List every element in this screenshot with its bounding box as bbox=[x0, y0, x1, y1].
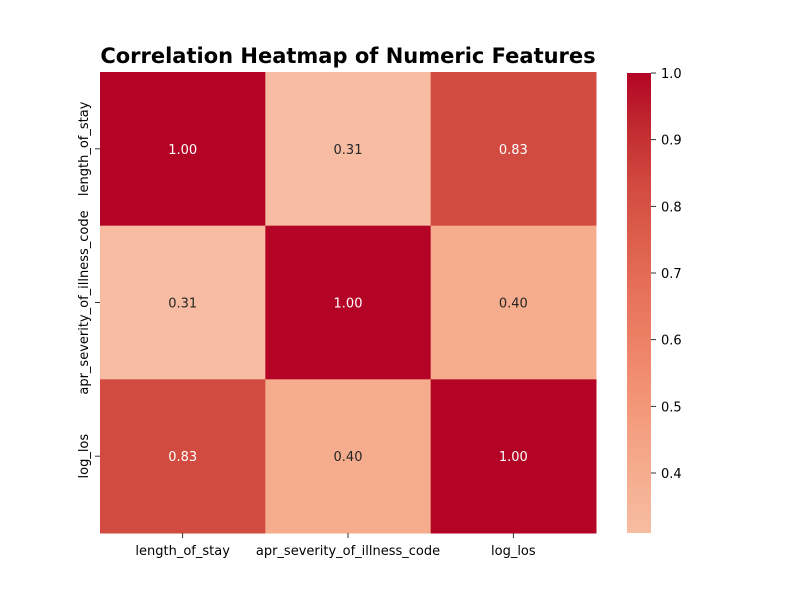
colorbar-tick-label: 1.0 bbox=[661, 67, 682, 82]
heatmap-cell bbox=[100, 72, 266, 227]
heatmap-cell bbox=[430, 379, 597, 534]
y-tick-label: log_los bbox=[77, 434, 92, 479]
x-tick-label: length_of_stay bbox=[135, 544, 230, 559]
cell-value-label: 0.40 bbox=[334, 450, 363, 465]
cell-value-label: 1.00 bbox=[499, 450, 528, 465]
y-axis: length_of_stay apr_severity_of_illness_co… bbox=[77, 101, 100, 478]
x-axis: length_of_stay apr_severity_of_illness_co… bbox=[135, 533, 536, 559]
heatmap-cell bbox=[265, 72, 432, 227]
heatmap-cells: 1.00 0.31 0.83 0.31 1.00 0.40 0.83 0.40 1.00 bbox=[100, 72, 597, 534]
y-tick-label: length_of_stay bbox=[77, 101, 92, 196]
colorbar-tick-label: 0.7 bbox=[661, 267, 682, 282]
cell-value-label: 1.00 bbox=[334, 297, 363, 312]
cell-value-label: 0.31 bbox=[334, 143, 363, 158]
x-tick-label: log_los bbox=[491, 544, 536, 559]
heatmap-cell bbox=[430, 225, 597, 380]
colorbar-gradient bbox=[627, 73, 651, 533]
heatmap-cell bbox=[265, 225, 432, 380]
heatmap-cell bbox=[100, 379, 266, 534]
y-tick-label: apr_severity_of_illness_code bbox=[77, 210, 92, 394]
cell-value-label: 1.00 bbox=[168, 143, 197, 158]
colorbar: 0.4 0.5 0.6 0.7 0.8 0.9 1.0 bbox=[627, 67, 682, 533]
cell-value-label: 0.83 bbox=[499, 143, 528, 158]
heatmap-cell bbox=[100, 225, 266, 380]
colorbar-tick-label: 0.4 bbox=[661, 467, 682, 482]
colorbar-ticks: 0.4 0.5 0.6 0.7 0.8 0.9 1.0 bbox=[651, 67, 682, 482]
colorbar-tick-label: 0.8 bbox=[661, 200, 682, 215]
colorbar-tick-label: 0.9 bbox=[661, 134, 682, 149]
chart-title: Correlation Heatmap of Numeric Features bbox=[100, 44, 595, 68]
cell-value-label: 0.31 bbox=[168, 297, 197, 312]
cell-value-label: 0.40 bbox=[499, 297, 528, 312]
heatmap-cell bbox=[265, 379, 432, 534]
colorbar-tick-label: 0.5 bbox=[661, 400, 682, 415]
x-tick-label: apr_severity_of_illness_code bbox=[256, 544, 440, 559]
cell-value-label: 0.83 bbox=[168, 450, 197, 465]
heatmap-cell bbox=[430, 72, 597, 227]
colorbar-tick-label: 0.6 bbox=[661, 334, 682, 349]
